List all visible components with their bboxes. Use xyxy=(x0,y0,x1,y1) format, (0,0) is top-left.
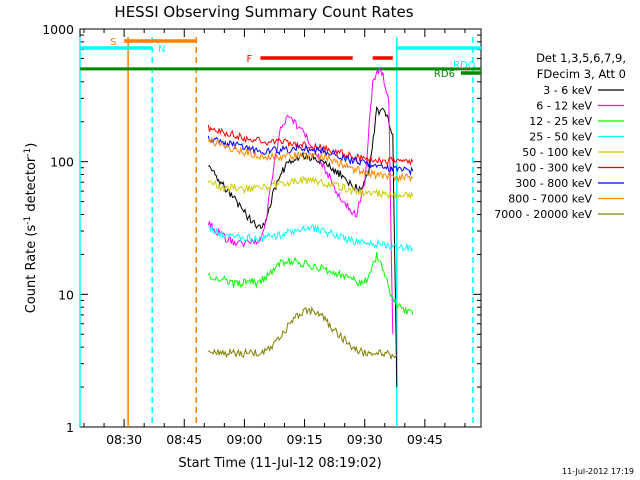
y-tick-label: 1000 xyxy=(42,22,74,37)
legend-header-1: Det 1,3,5,6,7,9, xyxy=(536,51,626,65)
series-line xyxy=(208,69,392,335)
legend-header-2: FDecim 3, Att 0 xyxy=(537,67,626,81)
legend-entry-label: 300 - 800 keV xyxy=(515,177,592,190)
flag-band-label: RDO xyxy=(453,60,476,71)
series-lines xyxy=(208,69,412,388)
legend-entry-label: 12 - 25 keV xyxy=(529,115,592,128)
legend-entry-label: 7000 - 20000 keV xyxy=(494,208,592,221)
y-tick-label: 10 xyxy=(58,287,74,302)
y-tick-label: 1 xyxy=(66,420,74,435)
x-tick-label: 08:45 xyxy=(166,432,202,447)
series-line xyxy=(208,252,412,315)
y-axis-label: Count Rate (s-1 detector-1) xyxy=(23,143,39,314)
chart-title: HESSI Observing Summary Count Rates xyxy=(114,3,413,21)
axis-ticks: 08:30 08:45 09:00 09:15 09:30 09:45 1 10 100 1000 xyxy=(42,22,481,447)
timestamp: 11-Jul-2012 17:19 xyxy=(562,467,634,476)
chart: HESSI Observing Summary Count Rates 08:3… xyxy=(0,0,640,480)
series-line xyxy=(208,308,396,359)
x-axis-label: Start Time (11-Jul-12 08:19:02) xyxy=(178,456,381,471)
legend-entry-label: 800 - 7000 keV xyxy=(508,193,592,206)
legend-entry-label: 6 - 12 keV xyxy=(536,100,592,113)
legend-entry-label: 50 - 100 keV xyxy=(522,146,592,159)
x-tick-label: 09:30 xyxy=(347,432,383,447)
flag-band-label: RD6 xyxy=(434,69,455,80)
x-tick-label: 08:30 xyxy=(106,432,142,447)
y-tick-label: 100 xyxy=(50,155,74,170)
x-tick-label: 09:00 xyxy=(226,432,262,447)
flag-bands: SNFRDORD6 xyxy=(80,37,481,80)
plot-frame xyxy=(80,29,481,427)
series-line xyxy=(208,225,412,251)
series-line xyxy=(208,177,412,198)
vertical-markers xyxy=(80,37,473,427)
x-tick-label: 09:45 xyxy=(407,432,443,447)
legend-entry-label: 3 - 6 keV xyxy=(543,84,592,97)
flag-band-label: N xyxy=(158,44,165,55)
series-line xyxy=(208,136,412,174)
legend: 3 - 6 keV 6 - 12 keV 12 - 25 keV 25 - 50 ke… xyxy=(494,84,624,221)
legend-entry-label: 25 - 50 keV xyxy=(529,131,592,144)
flag-band-label: F xyxy=(246,54,252,65)
x-tick-label: 09:15 xyxy=(287,432,323,447)
legend-entry-label: 100 - 300 keV xyxy=(515,162,592,175)
